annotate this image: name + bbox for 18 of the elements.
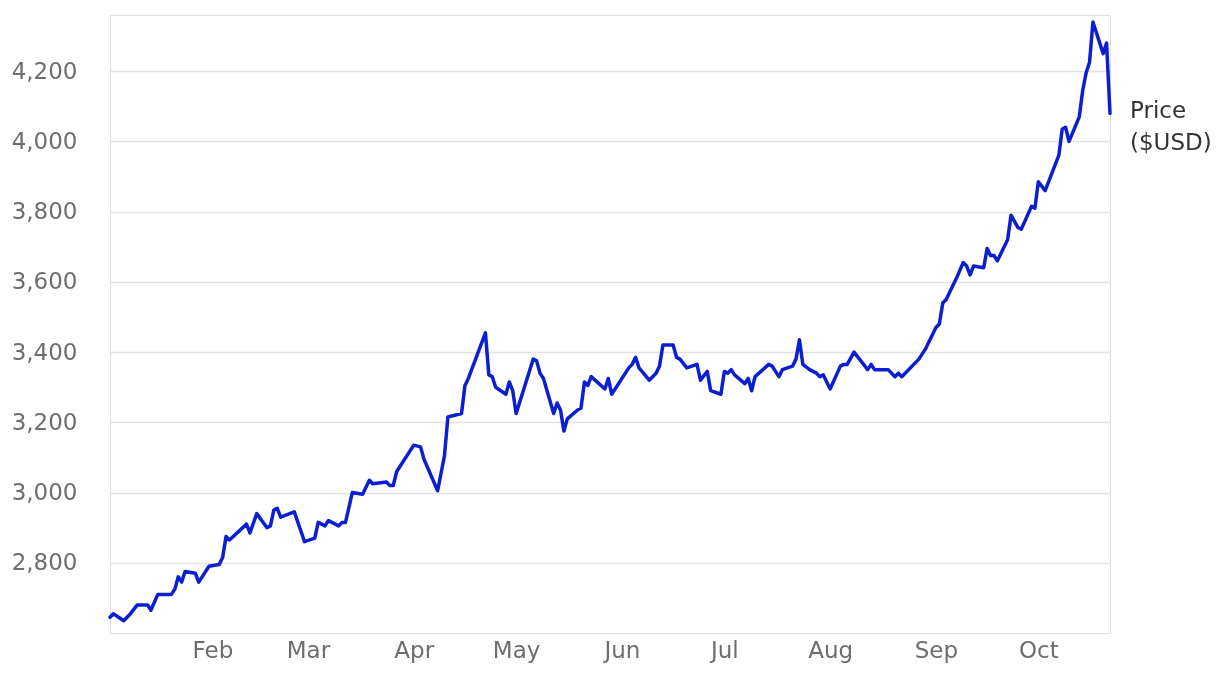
y-tick-label: 3,200 xyxy=(11,408,78,435)
x-tick-label: Sep xyxy=(914,636,959,663)
y-tick-label: 4,000 xyxy=(11,127,78,154)
y-tick-label: 3,600 xyxy=(11,268,78,295)
x-tick-label: May xyxy=(492,636,541,663)
x-tick-label: Jun xyxy=(602,636,641,663)
y-tick-label: 3,000 xyxy=(11,479,78,506)
x-tick-label: Apr xyxy=(394,636,435,663)
series-label: Price ($USD) xyxy=(1130,97,1212,156)
x-tick-label: Jul xyxy=(708,636,739,663)
x-tick-label: Oct xyxy=(1018,636,1059,663)
y-tick-label: 3,800 xyxy=(11,198,78,225)
x-tick-label: Feb xyxy=(192,636,234,663)
y-tick-label: 4,200 xyxy=(11,57,78,84)
x-tick-label: Aug xyxy=(808,636,854,663)
y-tick-label: 3,400 xyxy=(11,338,78,365)
y-tick-label: 2,800 xyxy=(11,549,78,576)
x-tick-label: Mar xyxy=(286,636,331,663)
